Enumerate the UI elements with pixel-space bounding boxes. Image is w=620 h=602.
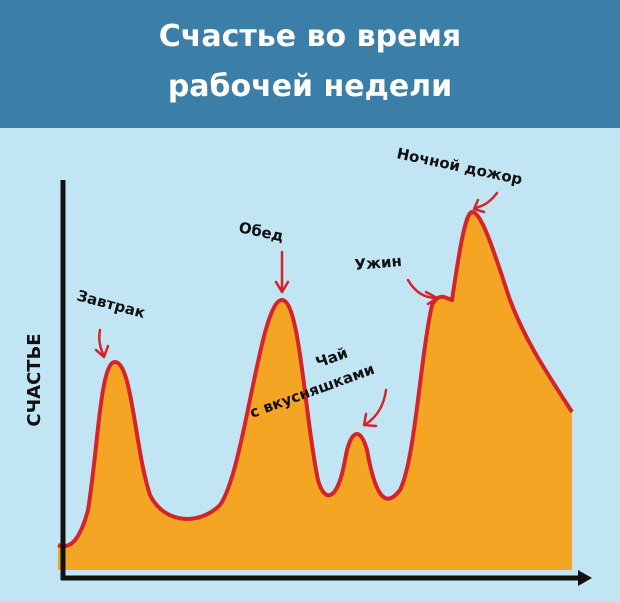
arrow — [406, 278, 439, 306]
title-line: Счастье во время — [159, 19, 461, 54]
arrow — [362, 388, 388, 428]
header-band — [0, 0, 620, 128]
title-line: рабочей недели — [168, 69, 452, 104]
x-axis-arrow — [578, 570, 592, 586]
happiness-area — [58, 212, 572, 570]
arrow — [94, 328, 110, 359]
arrow — [274, 250, 290, 294]
happiness-curve — [57, 209, 574, 549]
annotation: Ужин — [354, 252, 403, 274]
arrow — [472, 191, 499, 214]
y-axis-label: СЧАСТЬЕ — [24, 333, 45, 426]
